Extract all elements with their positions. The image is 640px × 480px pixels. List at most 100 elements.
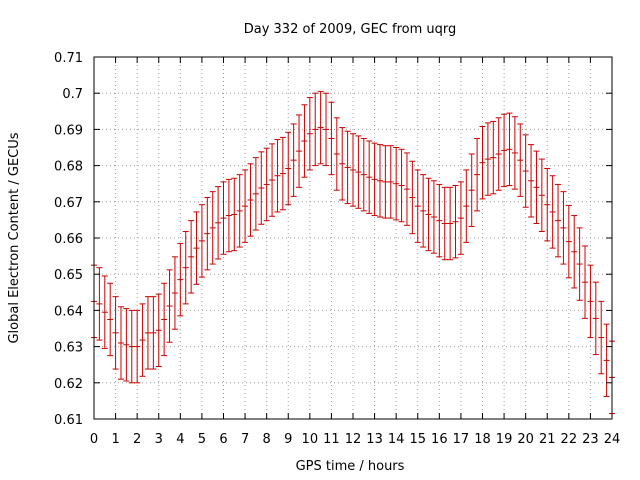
data-point: [474, 137, 481, 212]
data-point: [209, 191, 216, 265]
data-point: [355, 135, 362, 209]
data-point: [150, 296, 157, 370]
x-tick-label: 23: [582, 432, 599, 447]
data-point: [441, 186, 448, 261]
y-tick-label: 0.63: [54, 341, 83, 356]
data-point: [252, 157, 259, 231]
data-point: [171, 256, 178, 330]
y-tick-label: 0.68: [54, 160, 83, 175]
data-point: [484, 122, 491, 196]
y-tick-label: 0.69: [54, 123, 83, 138]
data-point: [430, 180, 437, 254]
data-point: [144, 296, 151, 370]
data-point: [371, 142, 378, 217]
data-point: [269, 143, 276, 217]
x-tick-label: 8: [263, 432, 271, 447]
x-tick-label: 15: [409, 432, 426, 447]
data-point: [236, 174, 243, 248]
data-point: [258, 151, 265, 225]
data-point: [328, 101, 335, 176]
data-point: [571, 215, 578, 289]
data-point: [306, 97, 313, 171]
axis-ticks: 0 1 2 3 4 5 6 7 8 9 10 11 12 13 14 15 16 17 18 19 20 21 22 23 24…: [54, 51, 620, 447]
data-point: [409, 160, 416, 235]
data-point: [479, 126, 486, 200]
data-point: [161, 282, 168, 357]
data-point: [360, 137, 367, 212]
data-point: [452, 185, 459, 259]
data-point: [393, 147, 400, 221]
data-point: [317, 90, 324, 165]
x-tick-label: 9: [284, 432, 292, 447]
data-point: [198, 204, 205, 278]
data-point: [96, 267, 103, 341]
data-point: [555, 183, 562, 258]
data-point: [549, 175, 556, 249]
data-point: [182, 230, 189, 305]
data-point: [582, 245, 589, 319]
data-point: [301, 104, 308, 178]
y-axis-label: Global Electron Content / GECUs: [7, 132, 22, 343]
data-point: [350, 133, 356, 207]
error-bars: [91, 90, 615, 415]
data-point: [425, 177, 432, 252]
data-point: [296, 114, 303, 188]
x-axis-label: GPS time / hours: [296, 459, 405, 474]
x-tick-label: 14: [388, 432, 405, 447]
data-point: [242, 169, 249, 243]
data-point: [333, 117, 340, 191]
y-tick-label: 0.61: [54, 413, 83, 428]
data-point: [587, 264, 594, 339]
data-point: [128, 309, 135, 384]
data-point: [225, 178, 232, 253]
data-point: [447, 186, 454, 261]
data-point: [436, 183, 443, 258]
chart-title: Day 332 of 2009, GEC from uqrg: [244, 22, 457, 37]
data-point: [517, 123, 524, 197]
data-point: [398, 148, 405, 223]
x-tick-label: 13: [366, 432, 383, 447]
data-point: [193, 211, 200, 285]
data-point: [511, 116, 518, 190]
data-point: [263, 147, 270, 222]
data-point: [560, 191, 567, 265]
data-point: [538, 158, 545, 232]
data-point: [528, 144, 535, 218]
data-point: [592, 281, 599, 356]
data-point: [366, 140, 373, 214]
data-point: [123, 308, 130, 382]
data-point: [107, 282, 114, 357]
data-point: [603, 323, 610, 398]
data-point: [522, 134, 529, 208]
x-tick-label: 22: [561, 432, 578, 447]
data-point: [576, 227, 583, 301]
y-tick-label: 0.65: [54, 268, 83, 283]
x-tick-label: 3: [155, 432, 163, 447]
data-point: [495, 117, 502, 191]
grid: [94, 57, 612, 419]
data-point: [215, 186, 222, 260]
x-tick-label: 20: [517, 432, 534, 447]
data-point: [188, 220, 195, 294]
data-point: [285, 131, 292, 206]
data-point: [323, 92, 330, 167]
x-tick-label: 21: [539, 432, 556, 447]
data-point: [274, 139, 281, 213]
y-tick-label: 0.67: [54, 196, 83, 211]
data-point: [117, 306, 124, 380]
data-point: [231, 177, 238, 252]
data-point: [598, 300, 605, 375]
data-point: [468, 153, 475, 227]
data-point: [382, 145, 389, 219]
data-point: [247, 163, 254, 237]
data-point: [312, 92, 319, 167]
x-tick-label: 11: [323, 432, 340, 447]
data-point: [506, 112, 513, 187]
y-tick-label: 0.7: [62, 87, 83, 102]
data-point: [490, 120, 497, 195]
y-tick-label: 0.62: [54, 377, 83, 392]
data-point: [387, 145, 394, 219]
data-point: [501, 113, 508, 188]
data-point: [220, 181, 227, 255]
data-point: [376, 144, 383, 218]
